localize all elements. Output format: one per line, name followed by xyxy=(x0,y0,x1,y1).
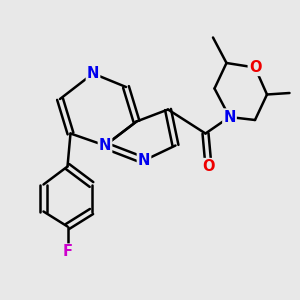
Text: N: N xyxy=(223,110,236,124)
Text: N: N xyxy=(87,66,99,81)
Text: N: N xyxy=(138,153,150,168)
Text: O: O xyxy=(249,60,261,75)
Text: N: N xyxy=(99,138,111,153)
Text: F: F xyxy=(62,244,73,260)
Text: O: O xyxy=(202,159,215,174)
